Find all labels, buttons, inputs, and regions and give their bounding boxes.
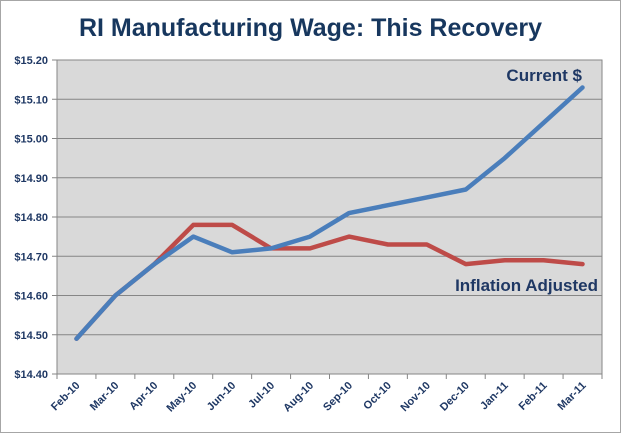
y-tick-label: $14.50 xyxy=(14,330,48,342)
series-label-current: Current $ xyxy=(506,66,582,85)
x-tick-label: Nov-10 xyxy=(399,380,433,414)
x-tick-label: Oct-10 xyxy=(361,380,394,413)
y-tick-label: $14.40 xyxy=(14,369,48,381)
series-label-inflation-adjusted: Inflation Adjusted xyxy=(455,276,598,295)
x-tick-label: Aug-10 xyxy=(281,380,316,415)
x-tick-label: Feb-10 xyxy=(49,380,83,414)
y-tick-label: $14.80 xyxy=(14,212,48,224)
x-tick-label: Mar-11 xyxy=(556,380,589,413)
x-tick-label: Jul-10 xyxy=(246,380,277,411)
series-line-current xyxy=(74,85,585,341)
y-tick-label: $14.60 xyxy=(14,291,48,303)
y-tick-label: $14.90 xyxy=(14,173,48,185)
x-tick-label: Mar-10 xyxy=(88,380,122,414)
y-tick-label: $15.20 xyxy=(14,55,48,67)
y-tick-label: $15.10 xyxy=(14,94,48,106)
chart-title: RI Manufacturing Wage: This Recovery xyxy=(78,14,543,42)
x-tick-label: Sep-10 xyxy=(321,380,355,414)
x-tick-label: Apr-10 xyxy=(127,380,160,413)
x-tick-label: Jun-10 xyxy=(205,380,239,414)
y-tick-label: $14.70 xyxy=(14,251,48,263)
y-tick-label: $15.00 xyxy=(14,134,48,146)
x-tick-label: May-10 xyxy=(165,380,200,415)
x-tick-label: Dec-10 xyxy=(438,380,472,414)
x-tick-label: Jan-11 xyxy=(478,380,511,413)
x-tick-label: Feb-11 xyxy=(517,380,550,413)
